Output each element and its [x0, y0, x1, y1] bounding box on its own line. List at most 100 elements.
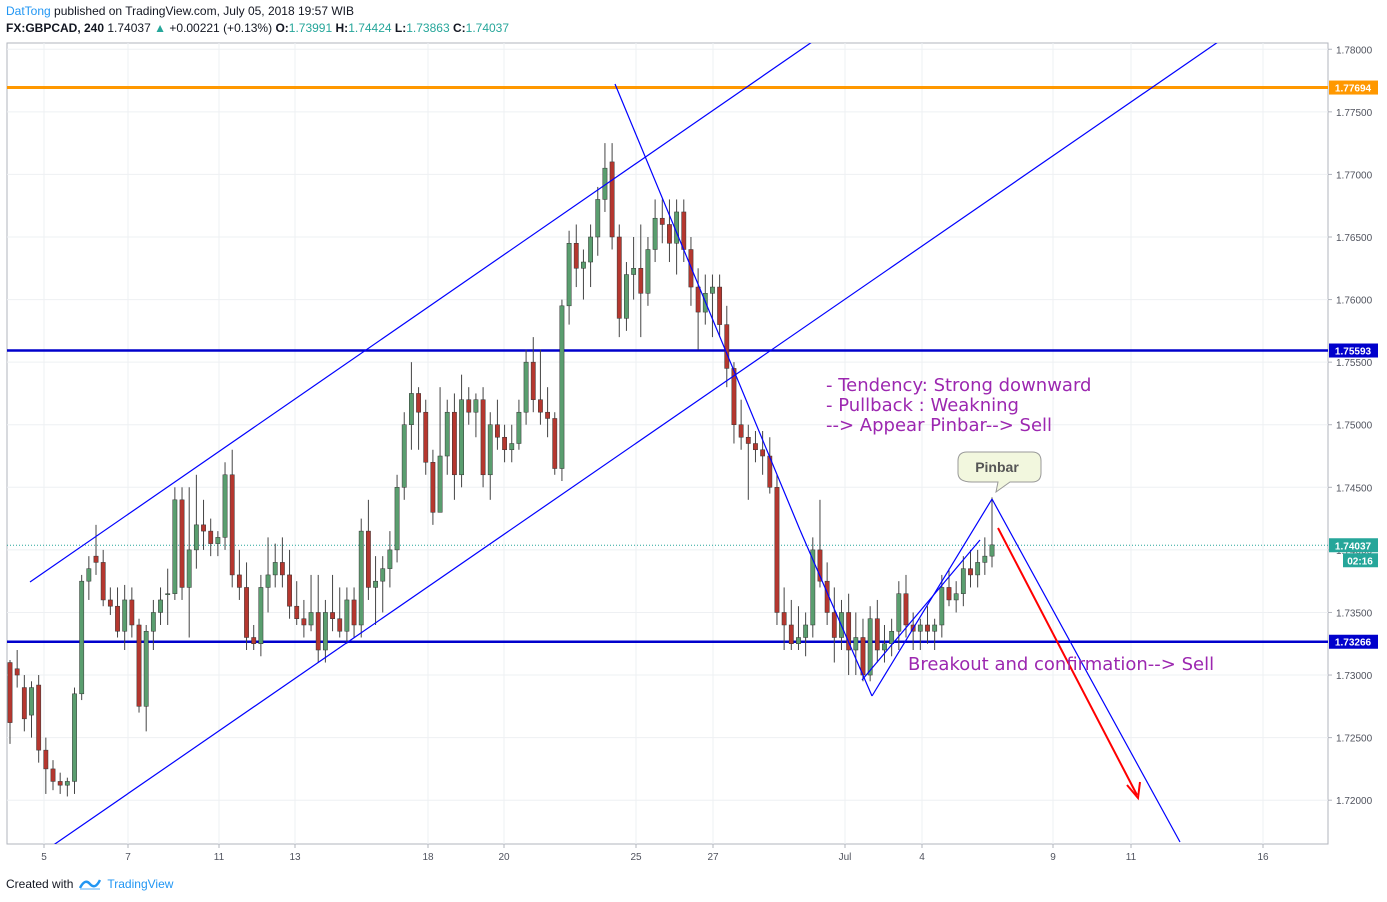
- candle: [100, 549, 106, 607]
- candle-body: [731, 368, 737, 425]
- candle-body: [810, 549, 816, 626]
- candle: [882, 624, 887, 663]
- tradingview-brand-link[interactable]: TradingView: [79, 876, 173, 892]
- level-price-tag: [1329, 634, 1378, 649]
- annotation-pinbar-sell: --> Appear Pinbar--> Sell: [826, 415, 1052, 436]
- candle: [64, 777, 70, 797]
- candle-body: [222, 474, 228, 538]
- y-tick-label: 1.77500: [1336, 108, 1373, 119]
- candle: [516, 399, 522, 450]
- candle: [294, 581, 300, 625]
- candle: [710, 274, 715, 338]
- candle: [201, 499, 206, 550]
- candle: [351, 587, 357, 638]
- candle: [409, 362, 414, 450]
- candle: [745, 424, 751, 500]
- level-price-label: 1.75593: [1335, 347, 1372, 358]
- candle: [143, 624, 149, 732]
- candle: [193, 474, 199, 569]
- candle-body: [566, 243, 572, 307]
- candle: [186, 487, 192, 638]
- candle: [989, 497, 995, 568]
- candle: [330, 574, 335, 632]
- candle: [322, 599, 328, 663]
- candle-body: [939, 587, 945, 626]
- candle: [953, 581, 959, 613]
- candle: [236, 549, 242, 600]
- price-change: +0.00221 (+0.13%): [169, 21, 273, 35]
- y-axis: 1.78000 1.77500 1.77000 1.76500 1.76000 1.755…: [1328, 45, 1378, 807]
- candle: [459, 374, 464, 488]
- candle: [179, 487, 185, 600]
- candle-body: [982, 555, 988, 563]
- candle-body: [932, 624, 938, 632]
- author-link[interactable]: DatTong: [6, 4, 51, 18]
- candle-body: [172, 499, 178, 594]
- candle-body: [803, 624, 809, 638]
- candle-body: [753, 443, 758, 451]
- candle-body: [294, 605, 300, 619]
- candle: [21, 675, 27, 732]
- candle-body: [330, 612, 335, 619]
- candle: [430, 449, 436, 525]
- candle-body: [817, 549, 823, 582]
- grid-lines: [7, 43, 1328, 844]
- candle: [889, 618, 895, 657]
- candle: [57, 772, 63, 794]
- candle: [946, 568, 952, 607]
- candle: [975, 549, 981, 588]
- candle: [645, 236, 651, 306]
- candle: [896, 581, 902, 651]
- up-triangle-icon: ▲: [154, 21, 166, 35]
- published-info: published on TradingView.com, July 05, 2…: [54, 4, 355, 18]
- candle: [559, 299, 565, 482]
- candle: [244, 562, 249, 651]
- price-chart[interactable]: 1.78000 1.77500 1.77000 1.76500 1.76000 1.755…: [0, 0, 1387, 870]
- candle: [215, 531, 221, 557]
- candle-body: [351, 599, 357, 626]
- candle: [788, 599, 794, 651]
- candle: [538, 349, 543, 425]
- candle-body: [444, 411, 450, 457]
- candle-body: [860, 637, 866, 676]
- candle-body: [738, 424, 744, 438]
- candle: [581, 249, 586, 300]
- annotations: - Tendency: Strong downward- Pullback : …: [826, 375, 1214, 675]
- candle: [817, 499, 823, 588]
- candle: [631, 236, 637, 300]
- candle-body: [466, 399, 472, 413]
- candle-body: [960, 568, 966, 594]
- chart-frame: [6, 42, 1329, 845]
- candle: [932, 618, 938, 651]
- candle-body: [717, 286, 723, 325]
- candle-body: [437, 455, 443, 513]
- candle: [760, 430, 766, 475]
- countdown-label: 02:16: [1347, 556, 1373, 567]
- candle-body: [365, 530, 371, 588]
- candle-body: [788, 624, 794, 644]
- candle-body: [946, 587, 952, 601]
- candle-body: [409, 393, 414, 425]
- x-tick-label: 11: [1126, 852, 1137, 863]
- x-tick-label: 4: [919, 852, 925, 863]
- candle-body: [43, 749, 49, 770]
- candle: [552, 412, 558, 475]
- candle: [810, 537, 816, 638]
- candle: [753, 430, 758, 463]
- candle: [695, 268, 701, 350]
- candle-body: [846, 612, 852, 651]
- candle-body: [265, 574, 271, 588]
- candle: [530, 337, 536, 413]
- candle: [272, 543, 278, 588]
- drawings: [29, 43, 1218, 844]
- candle-body: [652, 217, 658, 250]
- candle-body: [867, 618, 873, 676]
- level-price-label: 1.73266: [1335, 638, 1372, 649]
- candle-body: [487, 424, 493, 476]
- candle: [43, 737, 49, 794]
- x-tick-label: 16: [1257, 852, 1269, 863]
- candle-body: [523, 361, 529, 413]
- candle-body: [595, 199, 601, 238]
- candle-body: [516, 411, 522, 444]
- candle-body: [473, 399, 479, 413]
